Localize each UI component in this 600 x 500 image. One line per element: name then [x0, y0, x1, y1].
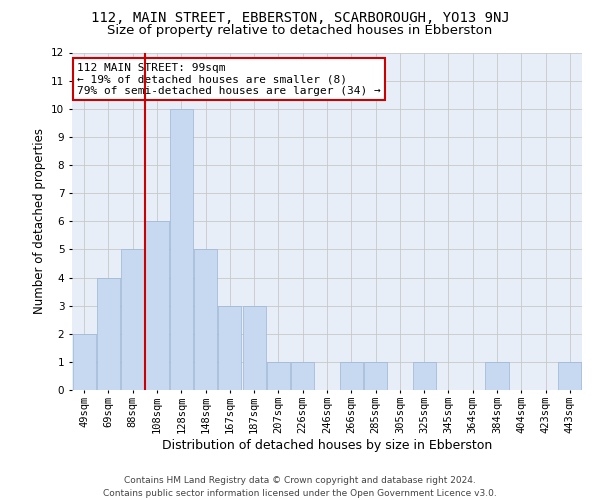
Bar — [242, 306, 266, 390]
Bar — [559, 362, 581, 390]
Bar — [121, 250, 144, 390]
Bar — [218, 306, 241, 390]
Bar — [97, 278, 120, 390]
Bar — [145, 221, 169, 390]
X-axis label: Distribution of detached houses by size in Ebberston: Distribution of detached houses by size … — [162, 438, 492, 452]
Text: Contains HM Land Registry data © Crown copyright and database right 2024.
Contai: Contains HM Land Registry data © Crown c… — [103, 476, 497, 498]
Bar — [267, 362, 290, 390]
Bar — [485, 362, 509, 390]
Text: 112 MAIN STREET: 99sqm
← 19% of detached houses are smaller (8)
79% of semi-deta: 112 MAIN STREET: 99sqm ← 19% of detached… — [77, 62, 381, 96]
Bar — [291, 362, 314, 390]
Bar — [340, 362, 363, 390]
Bar — [413, 362, 436, 390]
Bar — [364, 362, 387, 390]
Bar — [73, 334, 95, 390]
Y-axis label: Number of detached properties: Number of detached properties — [32, 128, 46, 314]
Text: 112, MAIN STREET, EBBERSTON, SCARBOROUGH, YO13 9NJ: 112, MAIN STREET, EBBERSTON, SCARBOROUGH… — [91, 11, 509, 25]
Bar — [170, 109, 193, 390]
Text: Size of property relative to detached houses in Ebberston: Size of property relative to detached ho… — [107, 24, 493, 37]
Bar — [194, 250, 217, 390]
